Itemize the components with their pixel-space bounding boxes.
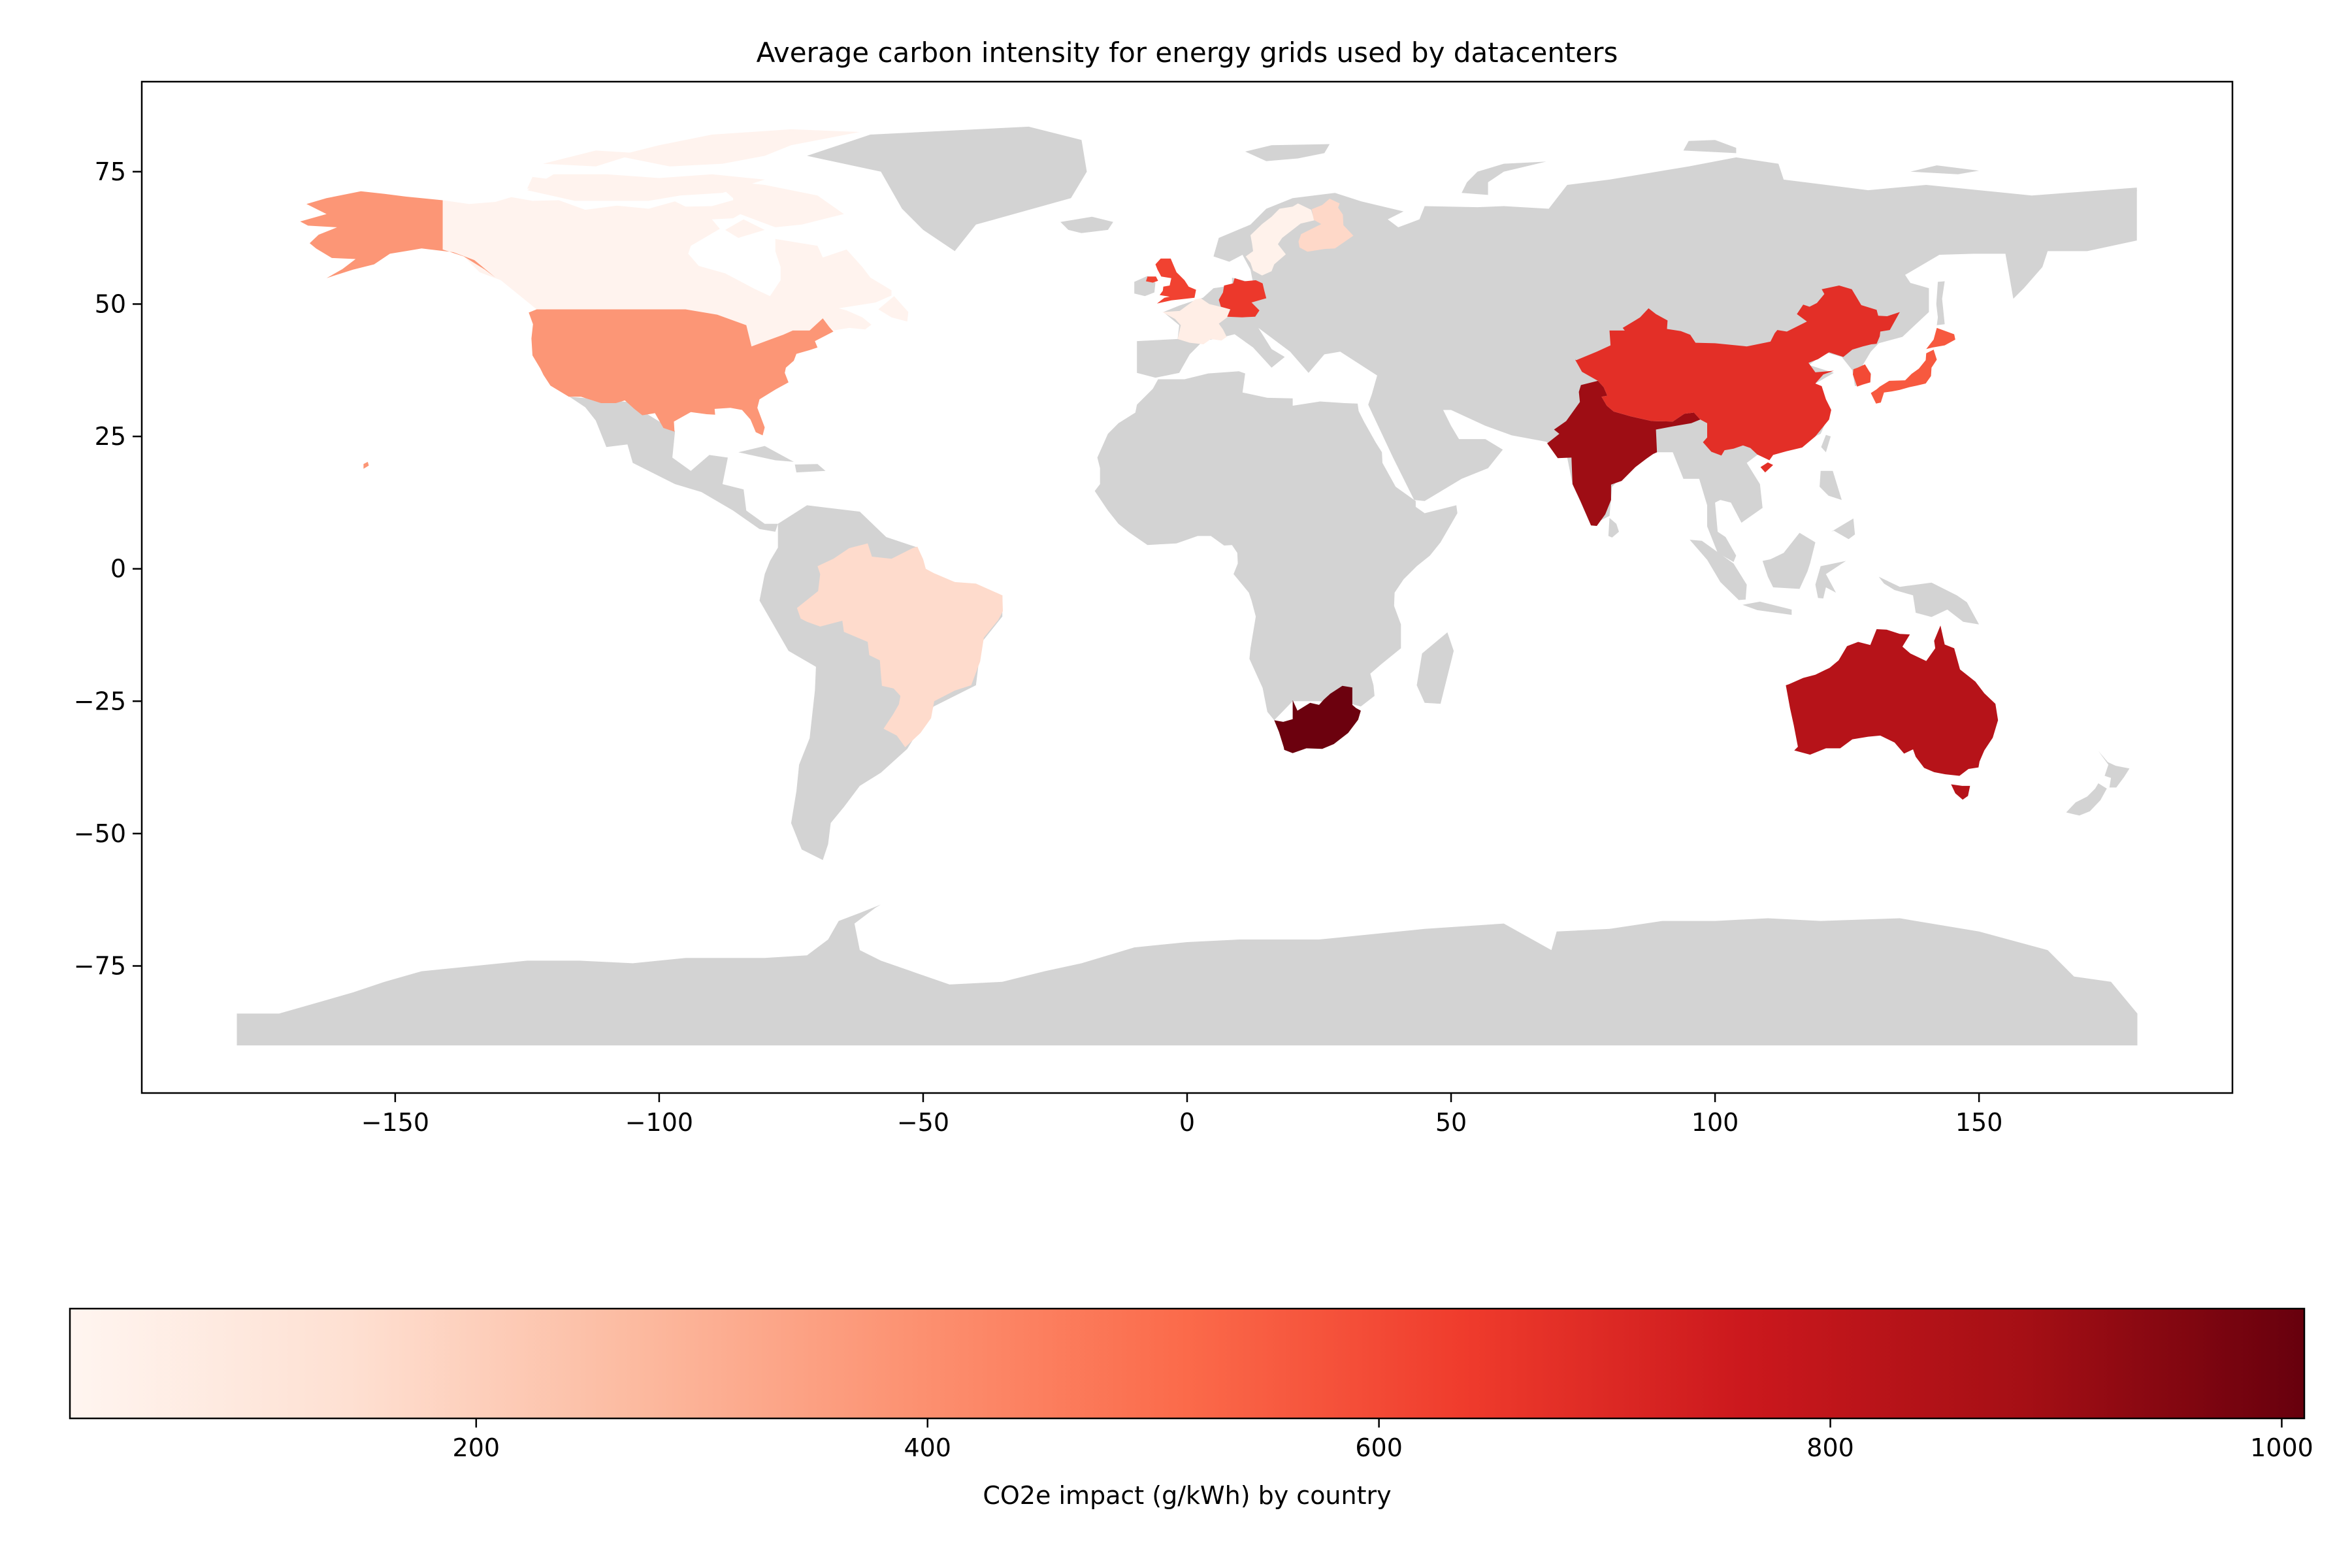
colorbar-tick-label: 1000 bbox=[2250, 1433, 2313, 1462]
x-tick-label: −50 bbox=[897, 1108, 949, 1137]
country-canada-island bbox=[527, 174, 765, 201]
y-tick-label: 75 bbox=[95, 157, 126, 186]
country-canada-island bbox=[711, 179, 844, 227]
colorbar-label: CO2e impact (g/kWh) by country bbox=[983, 1481, 1391, 1510]
country-united-kingdom bbox=[1155, 258, 1196, 304]
y-axis: 75 50 25 0 −25 −50 −75 bbox=[74, 157, 142, 980]
land-philippines-luzon bbox=[1820, 470, 1842, 500]
country-south-korea bbox=[1853, 364, 1871, 387]
x-tick-label: −100 bbox=[625, 1108, 693, 1137]
y-tick-label: −50 bbox=[74, 819, 126, 848]
x-tick-label: 0 bbox=[1179, 1108, 1195, 1137]
colorbar-tick-label: 600 bbox=[1355, 1433, 1403, 1462]
land-cuba bbox=[738, 446, 794, 462]
land-mexico-central-america bbox=[569, 397, 778, 532]
land-borneo bbox=[1762, 532, 1816, 589]
country-canada-island bbox=[725, 219, 765, 238]
country-northern-ireland bbox=[1146, 276, 1158, 283]
country-south-africa bbox=[1274, 685, 1361, 753]
land-new-siberian bbox=[1910, 165, 1980, 174]
land-antarctica bbox=[237, 904, 2138, 1046]
land-hispaniola bbox=[794, 464, 826, 473]
land-philippines-mindanao bbox=[1831, 518, 1855, 540]
colorbar-gradient bbox=[69, 1307, 2306, 1420]
land-iceland bbox=[1060, 216, 1113, 233]
x-tick-label: −150 bbox=[361, 1108, 429, 1137]
land-africa bbox=[1094, 371, 1458, 721]
colorbar-tick-label: 800 bbox=[1806, 1433, 1854, 1462]
y-tick-label: 0 bbox=[110, 555, 126, 583]
country-china bbox=[1575, 286, 1900, 461]
land-greenland bbox=[807, 126, 1087, 252]
country-united-states bbox=[529, 309, 834, 436]
y-tick-label: −25 bbox=[74, 687, 126, 715]
land-madagascar bbox=[1416, 632, 1454, 704]
country-australia bbox=[1786, 625, 1999, 776]
land-svalbard bbox=[1245, 144, 1330, 161]
colorbar-tick-label: 200 bbox=[453, 1433, 500, 1462]
country-canada-island bbox=[543, 150, 638, 167]
country-layer bbox=[300, 129, 1999, 800]
y-tick-label: 50 bbox=[95, 289, 126, 318]
x-tick-label: 50 bbox=[1435, 1108, 1467, 1137]
country-canada-island bbox=[527, 176, 580, 189]
chart-title: Average carbon intensity for energy grid… bbox=[757, 37, 1618, 69]
world-map bbox=[237, 126, 2138, 1046]
y-tick-label: 25 bbox=[95, 422, 126, 451]
x-tick-label: 100 bbox=[1691, 1108, 1739, 1137]
land-java bbox=[1742, 601, 1792, 615]
country-canada-island bbox=[878, 296, 909, 322]
country-sweden bbox=[1245, 203, 1315, 276]
land-sakhalin bbox=[1936, 281, 1945, 325]
land-sulawesi bbox=[1815, 561, 1846, 598]
land-sri-lanka bbox=[1608, 517, 1619, 538]
land-new-zealand-north bbox=[2098, 751, 2130, 788]
land-taiwan bbox=[1821, 434, 1831, 453]
country-tasmania bbox=[1951, 784, 1970, 800]
country-canada bbox=[442, 197, 892, 347]
land-severnaya-zemlya bbox=[1683, 140, 1737, 154]
land-sumatra bbox=[1690, 540, 1747, 600]
country-japan bbox=[1870, 350, 1937, 404]
colorbar-tick-label: 400 bbox=[904, 1433, 951, 1462]
land-new-zealand-south bbox=[2066, 783, 2107, 816]
country-india bbox=[1547, 380, 1701, 526]
country-france bbox=[1162, 298, 1230, 344]
country-canada-island bbox=[617, 129, 860, 167]
colorbar-ticks: 200 400 600 800 1000 bbox=[453, 1418, 2313, 1462]
x-tick-label: 150 bbox=[1955, 1108, 2003, 1137]
country-hokkaido bbox=[1926, 327, 1955, 350]
land-wrangel bbox=[2129, 189, 2137, 194]
x-axis: −150 −100 −50 0 50 100 150 bbox=[361, 1093, 2003, 1137]
country-hainan bbox=[1760, 462, 1773, 473]
country-germany bbox=[1218, 278, 1267, 318]
country-finland bbox=[1298, 199, 1354, 252]
land-new-guinea bbox=[1878, 576, 1980, 625]
land-novaya-zemlya bbox=[1462, 161, 1546, 195]
country-brazil bbox=[796, 543, 1003, 747]
colorbar: 200 400 600 800 1000 CO2e impact (g/kWh) by … bbox=[69, 1307, 2313, 1510]
country-alaska bbox=[300, 191, 496, 278]
country-hawaii bbox=[363, 461, 369, 469]
y-tick-label: −75 bbox=[74, 951, 126, 980]
